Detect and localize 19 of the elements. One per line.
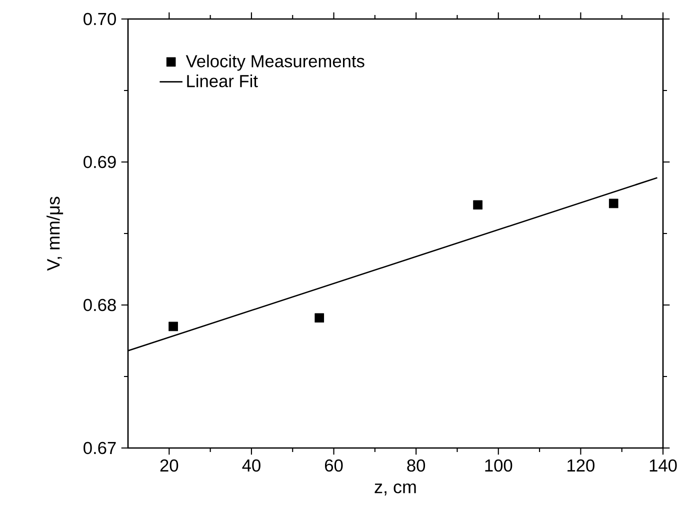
x-tick-label: 120 [568, 459, 594, 472]
point [168, 322, 178, 332]
x-tick-label: 40 [242, 459, 260, 472]
legend-label: Velocity Measurements [186, 54, 364, 71]
y-tick-label: 0.69 [84, 156, 116, 168]
y-tick-label: 0.67 [84, 442, 116, 454]
point [314, 313, 324, 323]
point [473, 200, 482, 210]
x-tick-label: 100 [485, 459, 512, 472]
x-tick-label: 80 [407, 459, 426, 472]
x-tick-label: 140 [650, 459, 677, 472]
y-tick-label: 0.70 [84, 12, 116, 26]
point [608, 198, 618, 208]
y-axis-title: V, mm/μs [46, 196, 64, 271]
y-tick-label: 0.68 [84, 298, 116, 312]
x-tick-label: 60 [325, 459, 343, 472]
x-tick-label: 20 [160, 459, 178, 472]
legend-label: Linear Fit [187, 74, 258, 88]
x-axis-title: z, cm [374, 483, 416, 496]
